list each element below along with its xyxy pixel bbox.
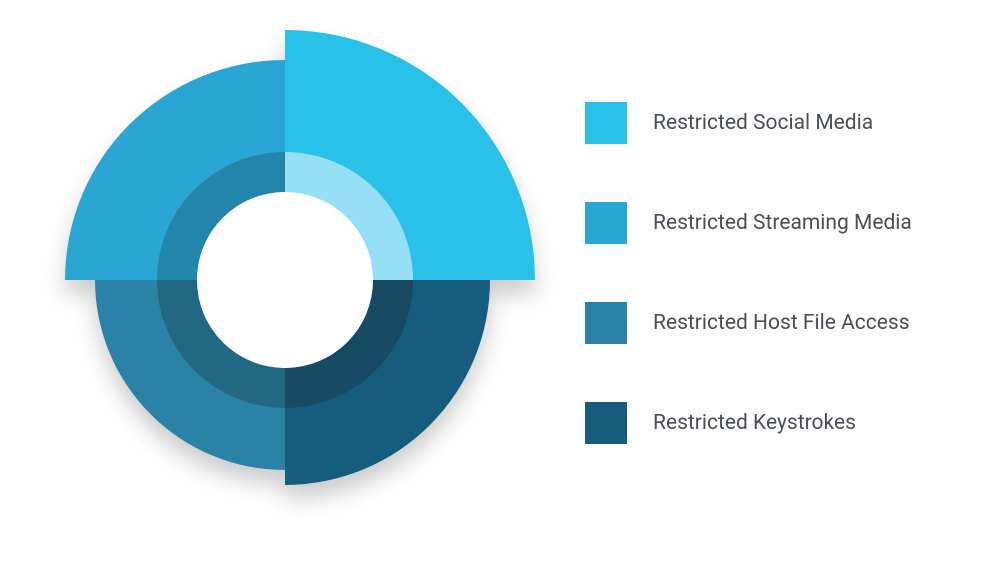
legend-label: Restricted Keystrokes bbox=[653, 411, 856, 435]
legend-item-hostfile: Restricted Host File Access bbox=[585, 302, 912, 344]
polar-area-chart bbox=[0, 0, 575, 562]
chart-stage: Restricted Social Media Restricted Strea… bbox=[0, 0, 1000, 562]
legend-swatch bbox=[585, 102, 627, 144]
chart-hole bbox=[197, 192, 373, 368]
legend-swatch bbox=[585, 302, 627, 344]
legend-item-social: Restricted Social Media bbox=[585, 102, 912, 144]
legend-swatch bbox=[585, 402, 627, 444]
chart-legend: Restricted Social Media Restricted Strea… bbox=[585, 102, 912, 444]
legend-item-streaming: Restricted Streaming Media bbox=[585, 202, 912, 244]
legend-label: Restricted Streaming Media bbox=[653, 211, 912, 235]
legend-label: Restricted Host File Access bbox=[653, 311, 910, 335]
legend-swatch bbox=[585, 202, 627, 244]
legend-item-keystrokes: Restricted Keystrokes bbox=[585, 402, 912, 444]
legend-label: Restricted Social Media bbox=[653, 111, 873, 135]
